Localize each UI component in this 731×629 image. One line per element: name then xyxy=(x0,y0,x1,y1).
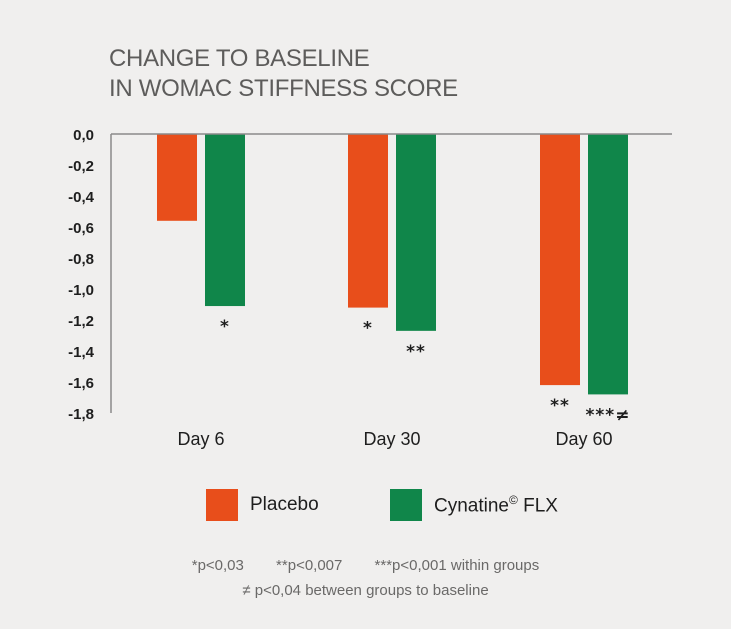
chart-title: CHANGE TO BASELINE IN WOMAC STIFFNESS SC… xyxy=(109,44,458,104)
y-tick-label: -0,2 xyxy=(68,158,94,175)
x-category-label: Day 6 xyxy=(177,429,224,449)
significance-marker: ** xyxy=(550,396,570,416)
x-category-label: Day 60 xyxy=(555,429,612,449)
y-tick-label: 0,0 xyxy=(73,127,94,144)
y-tick-label: -1,4 xyxy=(68,344,95,361)
bar-chart: 0,0 -0,2 -0,4 -0,6 -0,8 -1,0 -1,2 -1,4 -1,6 -1,8 *… xyxy=(68,127,672,449)
y-tick-label: -0,8 xyxy=(68,251,94,268)
footnotes: *p<0,03 **p<0,007 ***p<0,001 within grou… xyxy=(0,553,731,603)
footnote-p0007: **p<0,007 xyxy=(276,557,343,574)
footnote-p0001: ***p<0,001 within groups xyxy=(374,557,540,574)
bar-placebo-day-30 xyxy=(348,134,388,308)
footnote-p003: *p<0,03 xyxy=(191,557,244,574)
y-tick-label: -1,6 xyxy=(68,375,94,392)
legend-label-placebo: Placebo xyxy=(250,494,319,515)
y-tick-label: -1,0 xyxy=(68,282,94,299)
bar-cynatine-flx-day-30 xyxy=(396,134,436,331)
footnote-between-groups: ≠ p<0,04 between groups to baseline xyxy=(242,582,489,599)
bar-placebo-day-6 xyxy=(157,134,197,221)
legend-label-cynatine: Cynatine© FLX xyxy=(434,493,558,517)
chart-title-line-1: CHANGE TO BASELINE xyxy=(109,45,370,72)
chart-title-line-2: IN WOMAC STIFFNESS SCORE xyxy=(109,75,458,102)
significance-marker: ***≠ xyxy=(586,405,631,425)
x-category-label: Day 30 xyxy=(363,429,420,449)
significance-marker: ** xyxy=(406,342,426,362)
bar-placebo-day-60 xyxy=(540,134,580,386)
y-tick-label: -1,2 xyxy=(68,313,94,330)
legend-item-cynatine: Cynatine© FLX xyxy=(390,488,558,522)
bar-cynatine-flx-day-60 xyxy=(588,134,628,395)
y-tick-label: -1,8 xyxy=(68,406,94,423)
legend-item-placebo: Placebo xyxy=(206,488,319,522)
legend-label-cynatine-name: Cynatine xyxy=(434,495,509,517)
legend-swatch-placebo xyxy=(206,489,238,521)
significance-marker: * xyxy=(363,319,373,339)
legend-swatch-cynatine xyxy=(390,489,422,521)
significance-marker: * xyxy=(220,317,230,337)
bar-cynatine-flx-day-6 xyxy=(205,134,245,307)
y-tick-label: -0,6 xyxy=(68,220,94,237)
legend: Placebo Cynatine© FLX xyxy=(0,488,731,522)
y-tick-label: -0,4 xyxy=(68,189,95,206)
legend-label-cynatine-suffix: FLX xyxy=(517,495,558,517)
legend-label-cynatine-sup: © xyxy=(509,492,518,507)
